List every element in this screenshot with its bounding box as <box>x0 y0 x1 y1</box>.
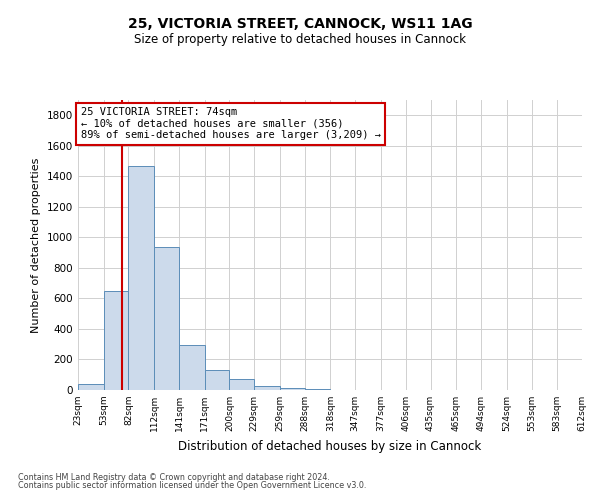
Bar <box>205 370 229 390</box>
Bar <box>254 386 280 390</box>
Bar <box>78 384 104 390</box>
Bar <box>179 345 205 390</box>
Text: 25 VICTORIA STREET: 74sqm
← 10% of detached houses are smaller (356)
89% of semi: 25 VICTORIA STREET: 74sqm ← 10% of detac… <box>80 108 380 140</box>
Bar <box>229 380 254 390</box>
Bar <box>104 291 128 390</box>
Bar <box>305 389 331 390</box>
Bar <box>128 166 154 390</box>
Text: Contains public sector information licensed under the Open Government Licence v3: Contains public sector information licen… <box>18 481 367 490</box>
Y-axis label: Number of detached properties: Number of detached properties <box>31 158 41 332</box>
Bar <box>154 246 179 390</box>
X-axis label: Distribution of detached houses by size in Cannock: Distribution of detached houses by size … <box>178 440 482 452</box>
Bar <box>280 388 305 390</box>
Text: Size of property relative to detached houses in Cannock: Size of property relative to detached ho… <box>134 32 466 46</box>
Text: 25, VICTORIA STREET, CANNOCK, WS11 1AG: 25, VICTORIA STREET, CANNOCK, WS11 1AG <box>128 18 472 32</box>
Text: Contains HM Land Registry data © Crown copyright and database right 2024.: Contains HM Land Registry data © Crown c… <box>18 472 330 482</box>
